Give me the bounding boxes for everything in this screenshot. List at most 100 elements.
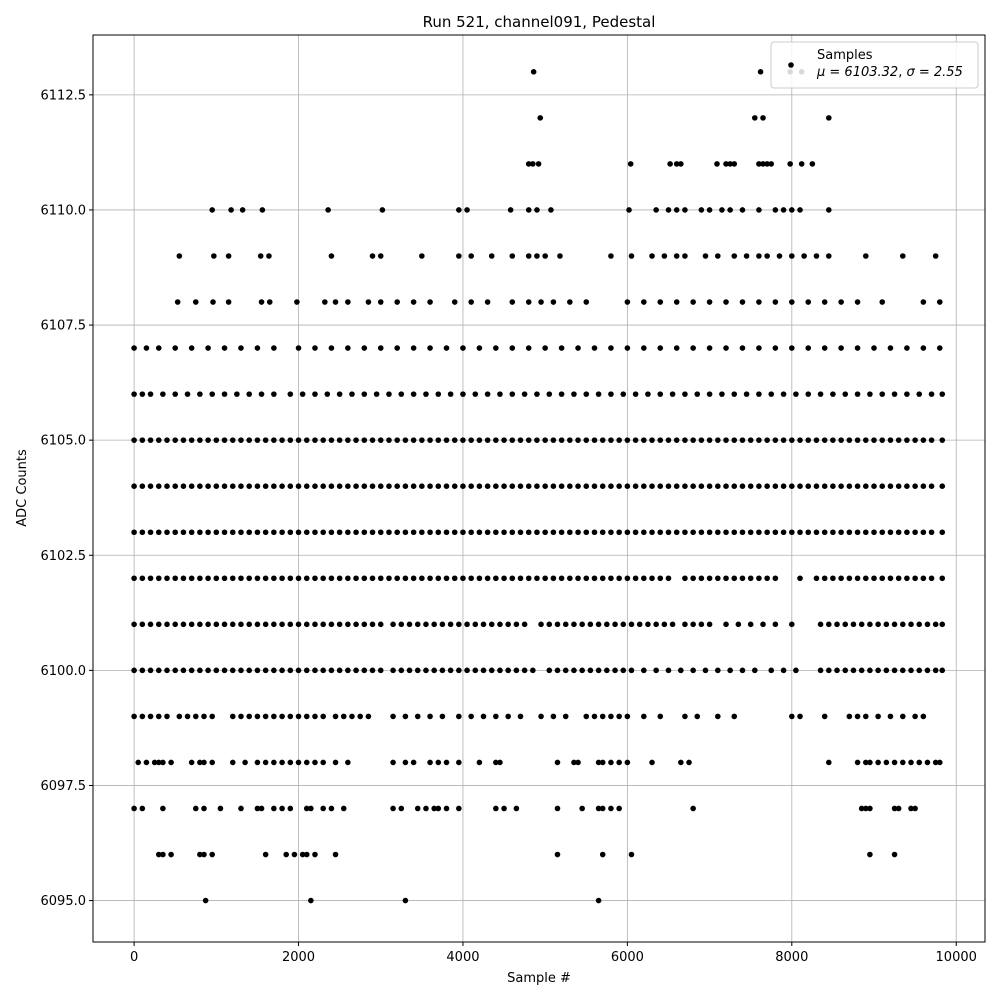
data-point	[402, 759, 409, 766]
data-point	[830, 529, 836, 536]
data-point	[797, 575, 803, 582]
data-point	[628, 667, 635, 674]
data-point	[908, 805, 914, 812]
data-point	[192, 805, 199, 812]
data-point	[447, 667, 454, 674]
data-point	[386, 483, 392, 489]
data-point	[789, 345, 795, 351]
data-point	[139, 391, 146, 397]
data-point	[386, 529, 392, 536]
data-point	[258, 299, 265, 305]
data-point	[645, 391, 651, 397]
data-point	[932, 667, 939, 674]
data-point	[862, 805, 869, 812]
data-point	[534, 529, 540, 536]
data-point	[246, 529, 253, 536]
data-point	[632, 437, 639, 443]
data-point	[739, 345, 746, 351]
data-point	[534, 437, 540, 443]
data-point	[197, 575, 203, 582]
data-point	[369, 437, 376, 443]
data-point	[517, 529, 524, 536]
data-point	[357, 713, 363, 720]
data-point	[657, 713, 664, 720]
data-point	[690, 529, 696, 536]
data-point	[205, 575, 211, 582]
data-point	[164, 483, 170, 489]
data-point	[715, 483, 721, 489]
data-point	[398, 391, 405, 397]
data-point	[439, 621, 446, 628]
data-point	[246, 483, 253, 489]
data-point	[324, 391, 331, 397]
data-point	[558, 483, 565, 489]
data-point	[764, 529, 770, 536]
data-point	[328, 345, 335, 351]
data-point	[850, 667, 857, 674]
data-point	[254, 575, 261, 582]
data-point	[916, 391, 923, 397]
data-point	[756, 207, 762, 213]
data-point	[271, 391, 277, 397]
data-point	[757, 69, 764, 75]
data-point	[320, 575, 326, 582]
data-point	[673, 483, 680, 489]
data-point	[509, 483, 516, 489]
data-point	[229, 437, 236, 443]
data-point	[303, 667, 310, 674]
data-point	[624, 759, 631, 766]
legend-label-samples: Samples	[817, 48, 873, 63]
data-point	[899, 759, 906, 766]
data-point	[509, 391, 516, 397]
data-point	[626, 207, 632, 213]
data-point	[143, 345, 150, 351]
data-point	[484, 575, 491, 582]
data-point	[410, 437, 417, 443]
data-point	[501, 529, 507, 536]
legend-stat-mu: μ = 6103.32	[816, 65, 898, 80]
data-point	[242, 759, 248, 766]
data-point	[817, 391, 824, 397]
data-point	[443, 805, 450, 812]
data-point	[287, 759, 294, 766]
data-point	[805, 483, 812, 489]
data-point	[192, 299, 199, 305]
data-point	[538, 713, 544, 720]
data-point	[287, 713, 294, 720]
data-point	[747, 575, 754, 582]
data-point	[197, 529, 203, 536]
data-point	[377, 437, 384, 443]
data-point	[780, 207, 787, 213]
data-point	[205, 483, 211, 489]
data-point	[299, 391, 306, 397]
data-point	[345, 299, 351, 305]
data-point	[172, 621, 179, 628]
data-point	[562, 713, 569, 720]
data-point	[180, 575, 187, 582]
data-point	[550, 529, 557, 536]
data-point	[493, 713, 499, 720]
data-point	[525, 253, 532, 259]
data-point	[546, 667, 553, 674]
data-point	[328, 483, 335, 489]
data-point	[797, 207, 803, 213]
data-point	[608, 575, 614, 582]
data-point	[715, 713, 721, 720]
data-point	[542, 529, 548, 536]
data-point	[386, 391, 392, 397]
data-point	[221, 345, 228, 351]
x-tick-label: 8000	[775, 950, 808, 965]
data-point	[328, 253, 335, 259]
data-point	[345, 621, 351, 628]
data-point	[246, 667, 253, 674]
data-point	[879, 299, 886, 305]
data-point	[205, 345, 211, 351]
data-point	[727, 667, 733, 674]
data-point	[188, 667, 195, 674]
data-point	[715, 667, 721, 674]
data-point	[875, 759, 881, 766]
data-point	[608, 759, 614, 766]
data-point	[645, 621, 651, 628]
data-point	[328, 529, 335, 536]
data-point	[501, 483, 507, 489]
